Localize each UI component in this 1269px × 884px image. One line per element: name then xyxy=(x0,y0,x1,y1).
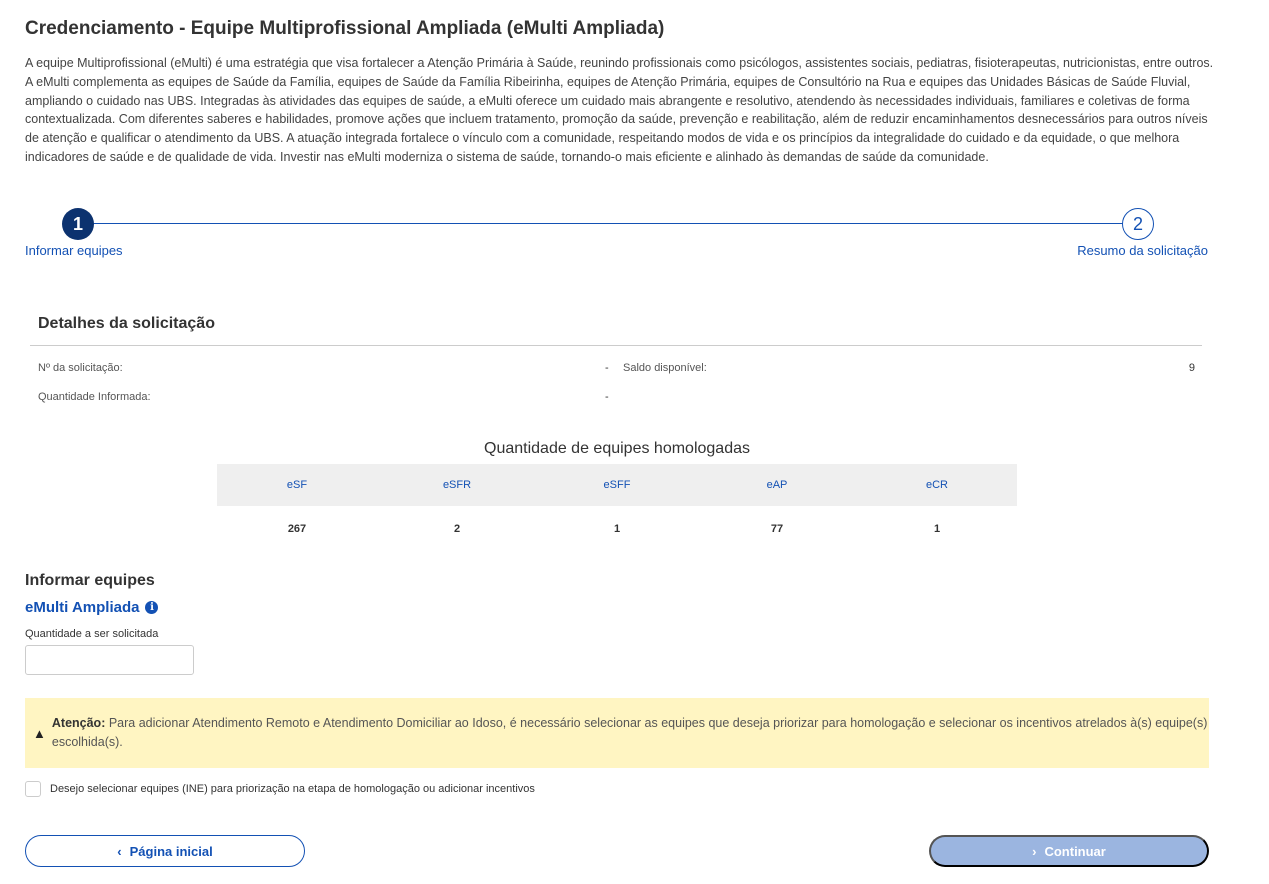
value-ecr: 1 xyxy=(933,523,941,535)
balance-value: 9 xyxy=(1188,362,1195,374)
step-2-circle[interactable]: 2 xyxy=(1122,208,1154,240)
header-esff: eSFF xyxy=(537,464,697,506)
info-icon[interactable]: i xyxy=(145,601,159,614)
value-esff: 1 xyxy=(613,523,621,535)
header-eap: eAP xyxy=(697,464,857,506)
alert-bold: Atenção: xyxy=(51,716,106,730)
value-eap: 77 xyxy=(770,523,784,535)
home-page-label: Página inicial xyxy=(129,843,213,859)
request-number-value: - xyxy=(605,362,609,374)
form-section-title: Informar equipes xyxy=(25,572,155,589)
emulti-subtitle: eMulti Ampliada i xyxy=(25,599,159,616)
step-1-circle[interactable]: 1 xyxy=(62,208,94,240)
quantity-informed-label: Quantidade Informada: xyxy=(38,391,151,403)
alert-text: Atenção: Para adicionar Atendimento Remo… xyxy=(52,714,1209,752)
home-page-button[interactable]: ‹ Página inicial xyxy=(25,835,305,867)
details-title: Detalhes da solicitação xyxy=(38,315,215,332)
value-esf: 267 xyxy=(287,523,307,535)
page-title: Credenciamento - Equipe Multiprofissiona… xyxy=(25,18,665,39)
continue-button[interactable]: › Continuar xyxy=(929,835,1209,867)
warning-icon: ▲ xyxy=(33,725,46,741)
quantity-informed-value: - xyxy=(605,391,609,403)
divider xyxy=(30,345,1202,346)
chevron-left-icon: ‹ xyxy=(117,843,122,859)
emulti-label: eMulti Ampliada xyxy=(25,599,140,616)
homologated-table: eSF eSFR eSFF eAP eCR 267 2 1 77 1 xyxy=(217,464,1017,552)
stepper-line xyxy=(78,223,1138,224)
header-ecr: eCR xyxy=(857,464,1017,506)
continue-label: Continuar xyxy=(1044,843,1106,859)
prioritize-checkbox-label[interactable]: Desejo selecionar equipes (INE) para pri… xyxy=(50,783,535,795)
table-header-row: eSF eSFR eSFF eAP eCR xyxy=(217,464,1017,506)
request-number-label: Nº da solicitação: xyxy=(38,362,123,374)
step-1-label[interactable]: Informar equipes xyxy=(25,243,123,258)
table-row: 267 2 1 77 1 xyxy=(217,506,1017,552)
header-esfr: eSFR xyxy=(377,464,537,506)
prioritize-checkbox[interactable] xyxy=(25,781,41,797)
quantity-label: Quantidade a ser solicitada xyxy=(25,628,159,640)
header-esf: eSF xyxy=(217,464,377,506)
balance-label: Saldo disponível: xyxy=(623,362,707,374)
homologated-title: Quantidade de equipes homologadas xyxy=(484,440,750,457)
intro-text: A equipe Multiprofissional (eMulti) é um… xyxy=(25,56,1214,164)
value-esfr: 2 xyxy=(453,523,461,535)
quantity-input[interactable] xyxy=(25,645,194,675)
step-2-label[interactable]: Resumo da solicitação xyxy=(1077,243,1208,258)
chevron-right-icon: › xyxy=(1032,843,1037,859)
attention-alert: ▲ Atenção: Para adicionar Atendimento Re… xyxy=(25,698,1209,768)
alert-message: Para adicionar Atendimento Remoto e Aten… xyxy=(51,716,1208,749)
